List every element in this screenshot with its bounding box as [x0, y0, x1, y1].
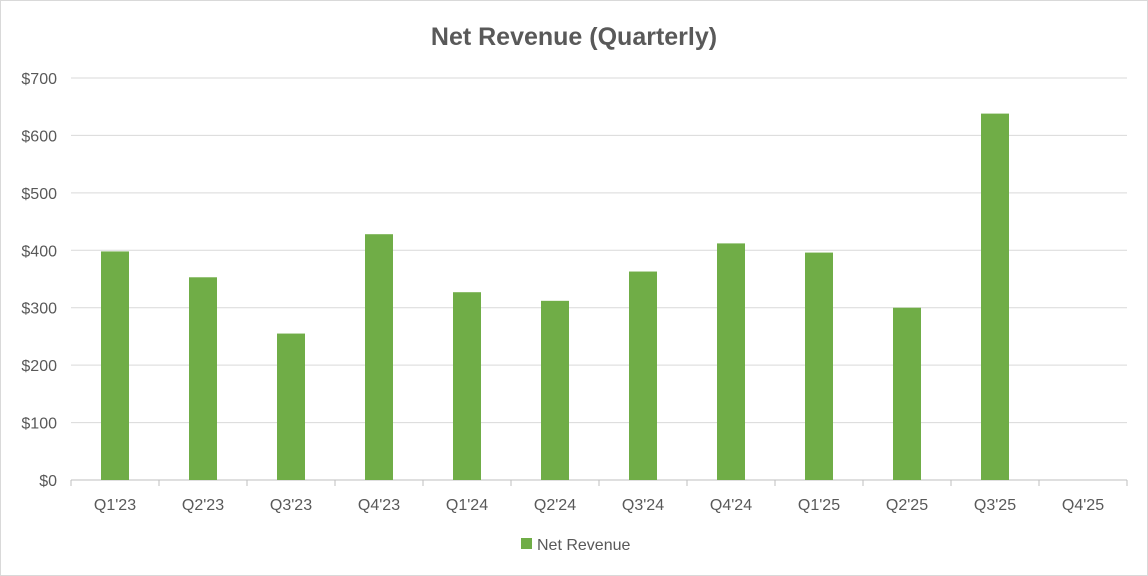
x-tick-label: Q3'25 — [974, 497, 1016, 514]
y-tick-label: $400 — [21, 243, 57, 260]
y-tick-label: $700 — [21, 71, 57, 88]
bar — [629, 271, 657, 480]
x-tick-label: Q1'25 — [798, 497, 840, 514]
x-tick-label: Q1'23 — [94, 497, 136, 514]
bar — [541, 300, 569, 480]
x-tick-label: Q3'23 — [270, 497, 312, 514]
legend: Net Revenue — [521, 537, 630, 554]
x-tick-label: Q4'24 — [710, 497, 752, 514]
y-tick-label: $300 — [21, 301, 57, 318]
x-tick-label: Q2'24 — [534, 497, 576, 514]
x-tick-label: Q2'25 — [886, 497, 928, 514]
y-tick-label: $0 — [39, 473, 57, 490]
bar-series — [101, 113, 1009, 480]
y-tick-label: $200 — [21, 358, 57, 375]
bar — [365, 234, 393, 480]
x-tick-label: Q4'25 — [1062, 497, 1104, 514]
legend-label: Net Revenue — [537, 537, 630, 554]
legend-swatch — [521, 538, 532, 549]
x-tick-label: Q4'23 — [358, 497, 400, 514]
y-tick-label: $500 — [21, 186, 57, 203]
x-tick-label: Q1'24 — [446, 497, 488, 514]
y-axis-ticks: $0 $100 $200 $300 $400 $500 $600 $700 — [21, 71, 57, 490]
x-tick-label: Q2'23 — [182, 497, 224, 514]
bar — [189, 277, 217, 480]
gridlines — [71, 77, 1127, 481]
y-tick-label: $100 — [21, 416, 57, 433]
bar — [805, 252, 833, 480]
bar — [893, 307, 921, 480]
chart-title: Net Revenue (Quarterly) — [431, 23, 717, 51]
bar — [277, 333, 305, 480]
bar — [981, 113, 1009, 480]
bar — [453, 292, 481, 480]
bar — [717, 243, 745, 480]
x-axis-ticks: Q1'23 Q2'23 Q3'23 Q4'23 Q1'24 Q2'24 Q3'24 Q4'24… — [70, 480, 1128, 514]
bar — [101, 251, 129, 480]
x-tick-label: Q3'24 — [622, 497, 664, 514]
y-tick-label: $600 — [21, 128, 57, 145]
